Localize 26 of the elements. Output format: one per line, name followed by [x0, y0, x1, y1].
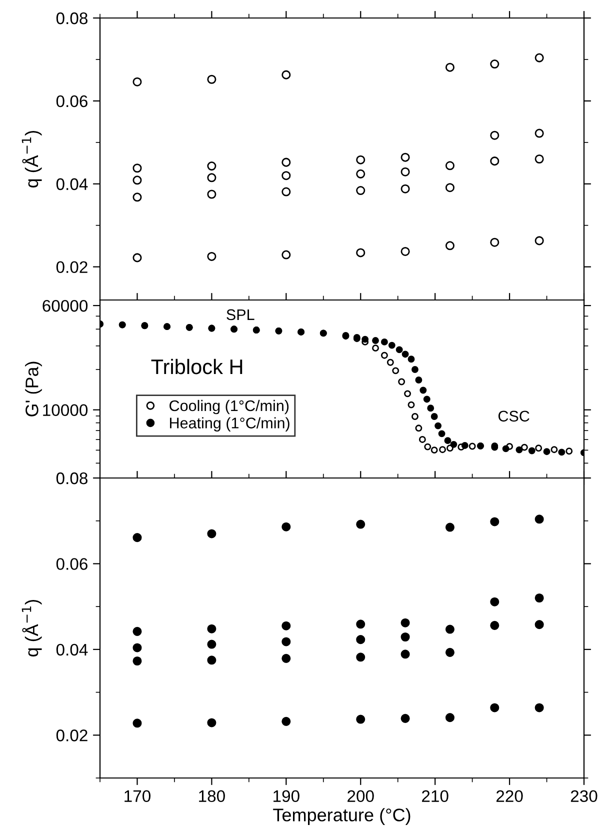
x-tick-label: 220	[496, 790, 523, 802]
y-tick-label: 0.04	[56, 178, 88, 190]
legend-title: Triblock H	[151, 358, 242, 374]
x-tick-label: 170	[124, 790, 150, 802]
y-tick-label: 10000	[43, 404, 88, 416]
x-tick-label: 180	[199, 790, 225, 802]
y-axis-title: G' (Pa)	[25, 362, 42, 416]
y-tick-label: 0.02	[56, 261, 88, 274]
x-tick-label: 200	[348, 790, 374, 802]
x-tick-label: 190	[274, 790, 300, 802]
y-tick-label: 0.02	[56, 730, 88, 742]
y-tick-label: 0.06	[56, 558, 88, 570]
x-tick-label: 210	[422, 790, 448, 802]
y-axis-title: q (Å$^{−1}$)	[22, 130, 42, 188]
y-tick-label: 0.04	[56, 644, 88, 656]
y-tick-label: 0.08	[56, 472, 88, 484]
legend-label: Cooling (1°C/min)	[170, 400, 289, 414]
annotation: SPL	[226, 309, 254, 320]
x-tick-label: 230	[570, 790, 598, 802]
x-axis-title: Temperature (°C)	[273, 808, 410, 825]
y-tick-label: 60000	[42, 300, 88, 312]
y-tick-label: 0.08	[56, 12, 88, 24]
y-tick-label: 0.06	[56, 95, 88, 108]
legend-label: Heating (1°C/min)	[170, 417, 290, 432]
annotation: CSC	[498, 410, 530, 422]
y-axis-title: q (Å$^{−1}$)	[22, 600, 42, 656]
